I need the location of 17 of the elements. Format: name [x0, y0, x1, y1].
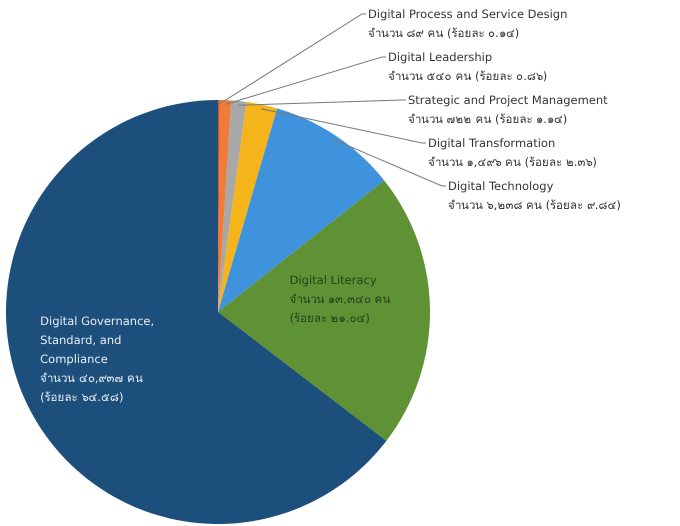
- pie-slice: [218, 180, 430, 441]
- slice-label: Digital Governance, Standard, and Compliance: [40, 314, 154, 366]
- data-label: จำนวน ๕๔๐ คน (ร้อยละ ๐.๘๖): [388, 69, 548, 83]
- slice-label: Digital Literacy: [290, 273, 377, 288]
- pie-slice: [218, 100, 246, 312]
- data-label: จำนวน ๖,๒๓๘ คน (ร้อยละ ๙.๘๔): [448, 198, 621, 212]
- data-label: จำนวน ๑๓,๓๔๐ คน (ร้อยละ ๒๑.๐๔): [290, 292, 391, 326]
- data-label: จำนวน ๔๐,๙๓๗ คน (ร้อยละ ๖๔.๕๘): [40, 371, 144, 404]
- slice-label: Digital Leadership: [388, 50, 492, 64]
- data-label: จำนวน ๘๙ คน (ร้อยละ ๐.๑๔): [368, 26, 520, 40]
- slice-label: Digital Technology: [448, 179, 554, 193]
- data-label: จำนวน ๑,๔๙๖ คน (ร้อยละ ๒.๓๖): [428, 155, 597, 169]
- slice-label: Strategic and Project Management: [408, 93, 608, 107]
- slice-label: Digital Process and Service Design: [368, 7, 568, 21]
- pie-slice: [218, 102, 278, 312]
- slice-label: Digital Transformation: [428, 136, 556, 150]
- data-label: จำนวน ๗๒๒ คน (ร้อยละ ๑.๑๔): [408, 112, 568, 126]
